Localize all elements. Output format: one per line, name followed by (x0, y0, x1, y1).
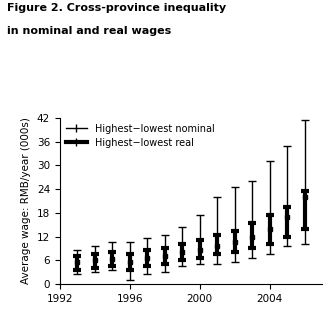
Y-axis label: Average wage: RMB/year (000s): Average wage: RMB/year (000s) (21, 117, 31, 285)
Text: Figure 2. Cross-province inequality: Figure 2. Cross-province inequality (7, 3, 226, 13)
Text: in nominal and real wages: in nominal and real wages (7, 26, 171, 35)
Legend: Highest−lowest nominal, Highest−lowest real: Highest−lowest nominal, Highest−lowest r… (62, 120, 218, 152)
